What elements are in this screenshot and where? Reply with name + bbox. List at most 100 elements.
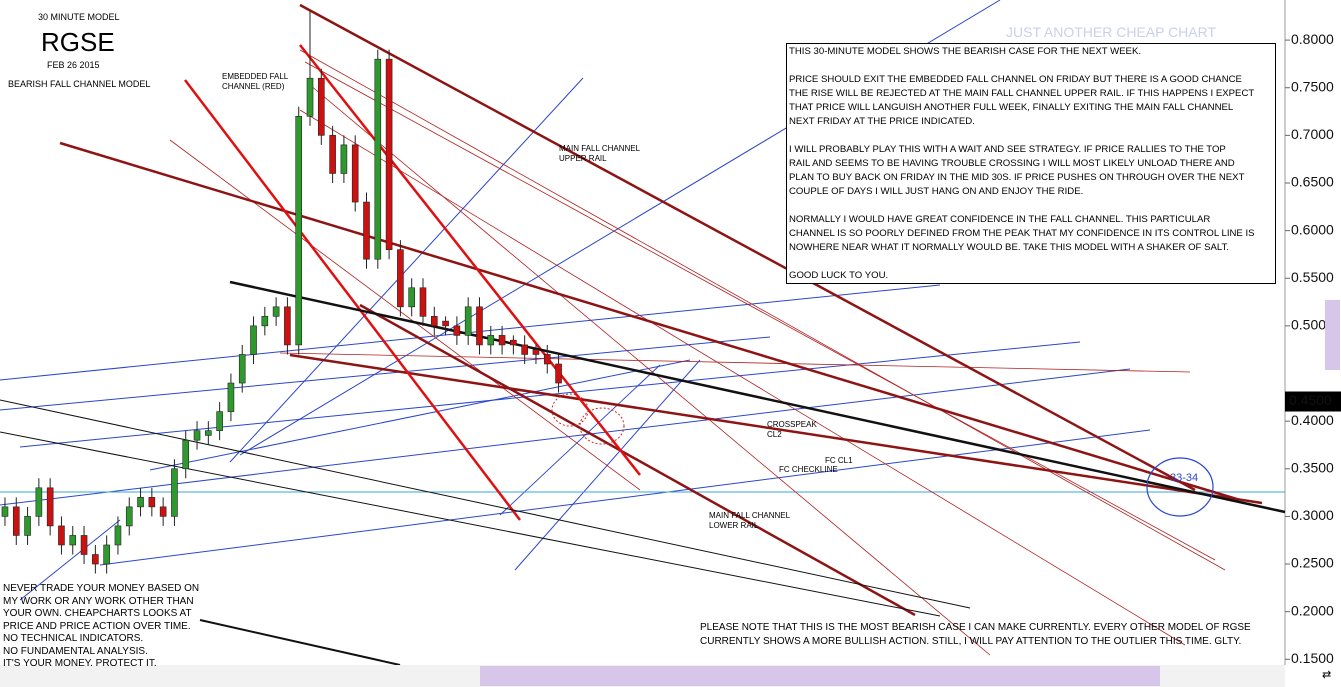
y-tick-label: 0.2500 <box>1291 555 1334 571</box>
trend-line <box>184 79 521 521</box>
candle-body <box>193 430 201 441</box>
annotation: FC CHECKLINE <box>779 465 838 474</box>
candle-body <box>92 554 99 565</box>
axis: 0.8000 0.7500 0.7000 0.6500 0.6000 0.5500 0.50… <box>292 31 1341 683</box>
candle-body <box>272 306 280 317</box>
candle-body <box>205 430 212 436</box>
trend-line <box>99 429 1151 566</box>
trend-line <box>199 619 401 666</box>
annotation: MAIN FALL CHANNEL LOWER RAIL <box>709 511 790 531</box>
candle-body <box>476 306 483 346</box>
candle-body <box>227 382 235 412</box>
disclaimer-line: MY WORK OR ANY WORK OTHER THAN <box>3 595 194 607</box>
candle-body <box>329 135 336 174</box>
note-line: THE RISE WILL BE REJECTED AT THE MAIN FA… <box>789 88 1255 99</box>
trend-line <box>0 336 771 411</box>
disclaimer: NEVER TRADE YOUR MONEY BASED ON MY WORK O… <box>3 583 199 671</box>
candle-body <box>453 325 461 336</box>
y-tick-label: 0.5500 <box>1291 269 1334 285</box>
disclaimer-line: NO TECHNICAL INDICATORS. <box>3 633 144 644</box>
candle-body <box>35 487 43 517</box>
trend-line <box>19 519 121 601</box>
scroll-icon[interactable]: ⇄ <box>1322 669 1331 681</box>
y-tick-label: 0.6500 <box>1291 174 1334 190</box>
last-price-label: 0.4500 <box>1289 392 1332 408</box>
trend-line <box>309 84 991 656</box>
trend-line <box>0 368 1131 506</box>
trend-line <box>0 399 971 609</box>
note-line: THIS 30-MINUTE MODEL SHOWS THE BEARISH C… <box>789 46 1142 57</box>
candle-body <box>521 344 528 355</box>
note-line: NORMALLY I WOULD HAVE GREAT CONFIDENCE I… <box>789 214 1211 225</box>
candle-body <box>543 354 551 365</box>
note-line: NEXT FRIDAY AT THE PRICE INDICATED. <box>789 116 975 127</box>
candle-body <box>137 497 144 508</box>
candle-body <box>374 58 382 260</box>
model: BEARISH FALL CHANNEL MODEL <box>8 79 151 89</box>
annotation-line: CL2 <box>767 430 782 439</box>
disclaimer-line: PRICE AND PRICE ACTION OVER TIME. <box>3 620 191 632</box>
annotation-line: EMBEDDED FALL <box>222 72 289 81</box>
watermark: JUST ANOTHER CHEAP CHART <box>1006 24 1217 40</box>
candle-body <box>58 525 65 546</box>
candle-body <box>182 439 190 470</box>
candle-body <box>498 335 506 346</box>
y-tick-label: 0.3000 <box>1291 507 1334 523</box>
gap <box>789 59 1273 73</box>
trend-line <box>59 141 1241 502</box>
trend-line <box>279 352 1191 373</box>
candle-body <box>442 320 449 327</box>
candle-body <box>159 506 167 517</box>
candle-body <box>532 349 540 355</box>
gap <box>789 129 1273 143</box>
annotation: EMBEDDED FALL CHANNEL (RED) <box>222 72 288 92</box>
candle-body <box>408 287 415 308</box>
note-line: GOOD LUCK TO YOU. <box>789 270 889 281</box>
candle-body <box>487 335 495 346</box>
note-line: THAT PRICE WILL LANGUISH ANOTHER FULL WE… <box>789 102 1234 113</box>
candle-body <box>148 497 156 508</box>
candle-body <box>295 116 303 346</box>
embedded-channel <box>184 44 641 521</box>
note-line: NOWHERE NEAR WHAT IT NORMALLY WOULD BE. … <box>789 242 1229 253</box>
candle-body <box>306 77 314 117</box>
trend-line <box>299 44 641 476</box>
candle-body <box>261 316 269 327</box>
candle-body <box>385 58 393 250</box>
candle-body <box>284 306 291 346</box>
candle-body <box>430 316 438 327</box>
candle-body <box>24 516 31 536</box>
note-line: PRICE SHOULD EXIT THE EMBEDDED FALL CHAN… <box>789 74 1242 85</box>
candle-body <box>103 544 110 565</box>
control-line <box>229 280 1286 514</box>
gap <box>789 199 1273 213</box>
upper-rail <box>299 3 1196 492</box>
candle-body <box>114 525 122 546</box>
note-line: I WILL PROBABLY PLAY THIS WITH A WAIT AN… <box>789 144 1226 155</box>
candle-body <box>80 535 88 555</box>
annotation-line: MAIN FALL CHANNEL <box>559 144 641 153</box>
candle-body <box>510 339 517 346</box>
rails <box>59 3 1263 617</box>
trend-line <box>499 364 661 516</box>
footnote: PLEASE NOTE THAT THIS IS THE MOST BEARIS… <box>700 621 1251 649</box>
trend-line <box>169 139 641 491</box>
disclaimer-line: IT'S YOUR MONEY. PROTECT IT. <box>3 658 157 669</box>
disclaimer-line: YOUR OWN. CHEAPCHARTS LOOKS AT <box>3 608 192 619</box>
disclaimer-line: NEVER TRADE YOUR MONEY BASED ON <box>3 583 200 594</box>
gap <box>789 255 1273 269</box>
scrollbar-thumb[interactable] <box>480 666 1160 686</box>
candle-body <box>46 487 54 527</box>
trend-line <box>304 61 1216 561</box>
y-tick-label: 0.6000 <box>1291 221 1334 237</box>
y-tick-label: 0.1500 <box>1291 650 1334 666</box>
trend-line <box>289 353 1263 505</box>
candle-body <box>397 249 404 308</box>
trend-line <box>299 49 1226 571</box>
y-tick-label: 0.4000 <box>1291 412 1334 428</box>
target-circle <box>1146 457 1214 517</box>
candle-body <box>238 354 246 384</box>
scale-thumb[interactable] <box>1325 300 1340 370</box>
title: RGSE <box>41 27 115 57</box>
